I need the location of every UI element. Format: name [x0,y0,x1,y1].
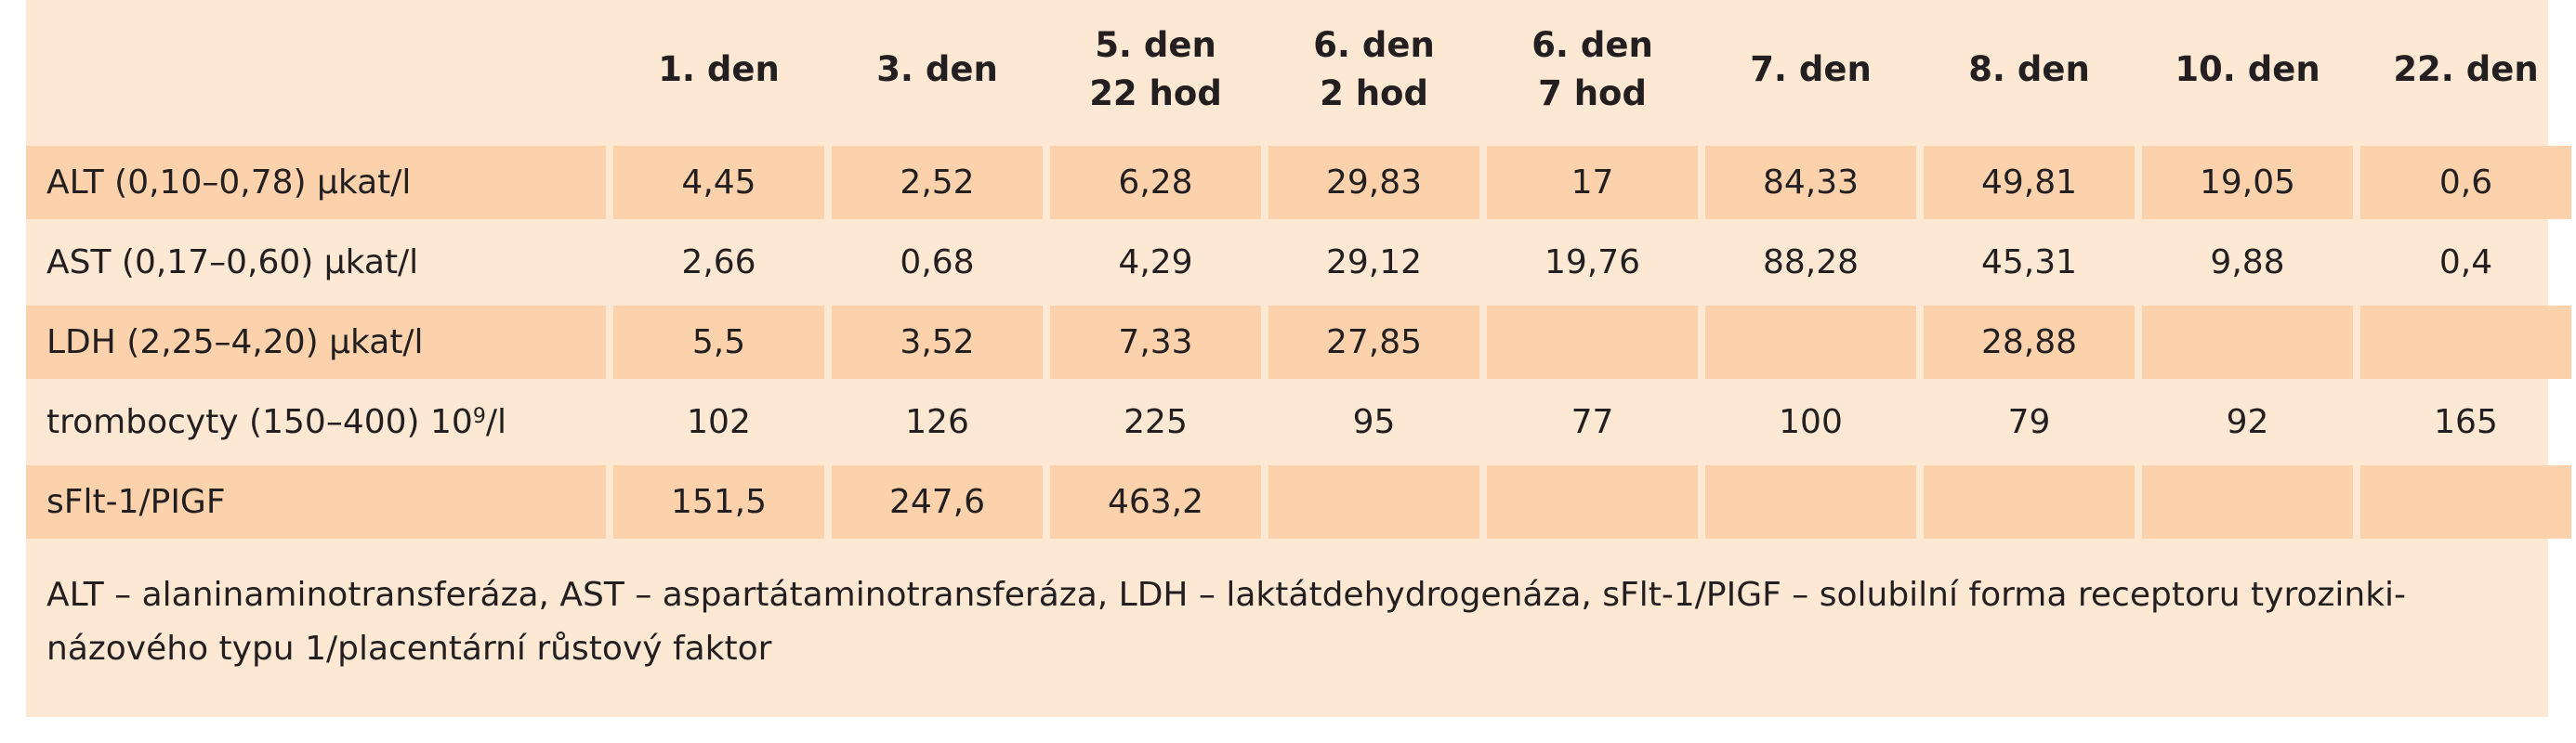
table-cell: 88,28 [1762,242,1860,281]
column-header-day-7: 7. den [1750,49,1872,89]
table-cell: 29,12 [1325,242,1423,281]
table-cell [1487,306,1698,379]
row-label-trombocyty-unit: /l [485,402,506,441]
table-cell: 0,6 [2360,146,2571,219]
row-label-alt: ALT (0,10–0,78) µkat/l [26,146,606,219]
footnote-line-2: názového typu 1/placentární růstový fakt… [46,630,772,668]
table-cell: 5,5 [613,306,824,379]
table-cell [1268,465,1479,539]
table-cell: 225 [1124,402,1188,441]
column-header-day-10: 10. den [2175,49,2320,89]
table-cell [2142,465,2353,539]
footnote-line-1: ALT – alaninaminotransferáza, AST – aspa… [46,576,2407,614]
table-cell: 95 [1352,402,1396,441]
column-header-day-6-7h: 6. den 7 hod [1531,25,1653,113]
table-cell: 126 [905,402,969,441]
table-cell: 3,52 [832,306,1043,379]
table-cell: 19,05 [2142,146,2353,219]
table-cell: 6,28 [1050,146,1261,219]
table-cell [2360,465,2571,539]
table-cell: 27,85 [1268,306,1479,379]
column-header-day-6-2h: 6. den 2 hod [1313,25,1435,113]
table-cell: 28,88 [1924,306,2135,379]
table-cell: 4,45 [613,146,824,219]
table-cell [2360,306,2571,379]
table-footnote: ALT – alaninaminotransferáza, AST – aspa… [46,568,2528,676]
table-cell: 102 [687,402,751,441]
table-cell: 0,4 [2438,242,2493,281]
table-cell: 2,66 [681,242,756,281]
column-header-day-3: 3. den [876,49,998,89]
table-cell: 2,52 [832,146,1043,219]
column-header-day-8: 8. den [1968,49,2090,89]
table-cell: 247,6 [832,465,1043,539]
table-cell: 463,2 [1050,465,1261,539]
table-cell: 17 [1487,146,1698,219]
table-cell: 19,76 [1544,242,1641,281]
table-cell [1487,465,1698,539]
table-cell: 45,31 [1980,242,2078,281]
lab-results-table: 1. den 3. den 5. den 22 hod 6. den 2 hod 6… [26,0,2571,539]
row-label-trombocyty-text: trombocyty (150–400) 10 [46,402,473,441]
table-cell [1705,465,1916,539]
column-header-day-22: 22. den [2393,49,2539,89]
table-cell: 4,29 [1118,242,1193,281]
lab-results-panel: 1. den 3. den 5. den 22 hod 6. den 2 hod 6… [26,0,2571,717]
table-cell [2142,306,2353,379]
table-cell: 49,81 [1924,146,2135,219]
row-label-ast: AST (0,17–0,60) µkat/l [46,242,419,281]
row-label-sflt1-pigf: sFlt-1/PIGF [26,465,606,539]
row-label-ldh: LDH (2,25–4,20) µkat/l [26,306,606,379]
header-corner [26,0,606,139]
table-cell: 0,68 [900,242,975,281]
table-cell: 100 [1779,402,1843,441]
table-cell [1705,306,1916,379]
table-cell: 151,5 [613,465,824,539]
table-cell: 92 [2226,402,2269,441]
table-cell: 29,83 [1268,146,1479,219]
table-cell: 7,33 [1050,306,1261,379]
table-cell: 165 [2434,402,2498,441]
table-cell: 9,88 [2210,242,2285,281]
table-cell: 79 [2007,402,2051,441]
column-header-day-5-22h: 5. den 22 hod [1089,25,1222,113]
table-cell: 77 [1571,402,1614,441]
table-cell [1924,465,2135,539]
table-cell: 84,33 [1705,146,1916,219]
row-label-trombocyty: trombocyty (150–400) 10 9/l [46,402,506,441]
column-header-day-1: 1. den [658,49,780,89]
